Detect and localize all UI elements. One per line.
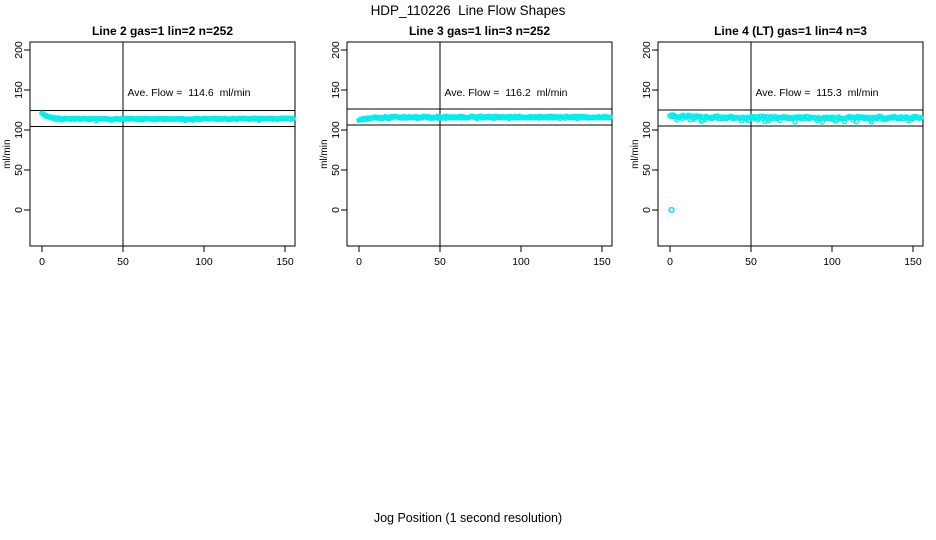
y-tick-label: 150 <box>13 81 25 99</box>
y-tick-label: 150 <box>641 81 653 99</box>
ave-flow-annotation: Ave. Flow = 115.3 ml/min <box>755 87 879 99</box>
plot-box <box>29 41 296 247</box>
x-tick-label: 100 <box>823 256 841 268</box>
x-tick-label: 150 <box>276 256 294 268</box>
outlier-point <box>668 206 675 214</box>
ave-flow-annotation: Ave. Flow = 114.6 ml/min <box>127 87 251 99</box>
y-tick-label: 100 <box>641 121 653 139</box>
x-tick-label: 0 <box>356 256 362 268</box>
x-tick-label: 150 <box>593 256 611 268</box>
y-tick-label: 0 <box>13 207 25 213</box>
data-point <box>670 113 676 120</box>
y-tick-label: 100 <box>330 121 342 139</box>
y-tick-label: 200 <box>330 41 342 59</box>
y-tick-label: 50 <box>13 164 25 176</box>
y-axis-title: ml/min <box>2 139 13 168</box>
data-point <box>918 114 924 121</box>
data-point <box>607 114 613 120</box>
panel-plot: 0 50 100 150 0 50 100 150 200 ml/min <box>2 41 296 268</box>
y-tick-label: 100 <box>13 121 25 139</box>
plot-box <box>657 41 924 247</box>
panel-title: Line 2 gas=1 lin=2 n=252 <box>91 24 234 38</box>
x-axis-label: Jog Position (1 second resolution) <box>373 511 563 525</box>
panel-line-3: Line 3 gas=1 lin=3 n=252 0 50 100 150 0 50 100… <box>317 20 627 280</box>
x-tick-label: 50 <box>434 256 446 268</box>
panel-title: Line 3 gas=1 lin=3 n=252 <box>408 24 551 38</box>
panel-title: Line 4 (LT) gas=1 lin=4 n=3 <box>714 24 867 38</box>
plot-box <box>346 41 613 247</box>
y-axis-title: ml/min <box>319 139 330 168</box>
panel-line-4: Line 4 (LT) gas=1 lin=4 n=3 0 50 100 150 0 50… <box>628 20 936 280</box>
y-tick-label: 200 <box>641 41 653 59</box>
data-point <box>290 116 296 122</box>
chart-title: HDP_110226 Line Flow Shapes <box>370 3 566 18</box>
y-tick-label: 50 <box>330 164 342 176</box>
x-tick-label: 0 <box>39 256 45 268</box>
panel-plot: 0 50 100 150 0 50 100 150 200 ml/min <box>630 41 924 268</box>
ave-flow-annotation: Ave. Flow = 116.2 ml/min <box>444 87 568 99</box>
x-tick-label: 150 <box>904 256 922 268</box>
y-tick-label: 200 <box>13 41 25 59</box>
data-point <box>792 119 798 125</box>
x-tick-label: 50 <box>745 256 757 268</box>
y-tick-label: 0 <box>641 207 653 213</box>
y-tick-label: 0 <box>330 207 342 213</box>
x-tick-label: 0 <box>667 256 673 268</box>
y-tick-label: 150 <box>330 81 342 99</box>
x-tick-label: 50 <box>117 256 129 268</box>
y-axis-title: ml/min <box>630 139 641 168</box>
x-tick-label: 100 <box>512 256 530 268</box>
panel-line-2: Line 2 gas=1 lin=2 n=252 0 50 100 150 0 50 100… <box>0 20 310 280</box>
x-tick-label: 100 <box>195 256 213 268</box>
panel-plot: 0 50 100 150 0 50 100 150 200 ml/min <box>319 41 613 268</box>
y-tick-label: 50 <box>641 164 653 176</box>
